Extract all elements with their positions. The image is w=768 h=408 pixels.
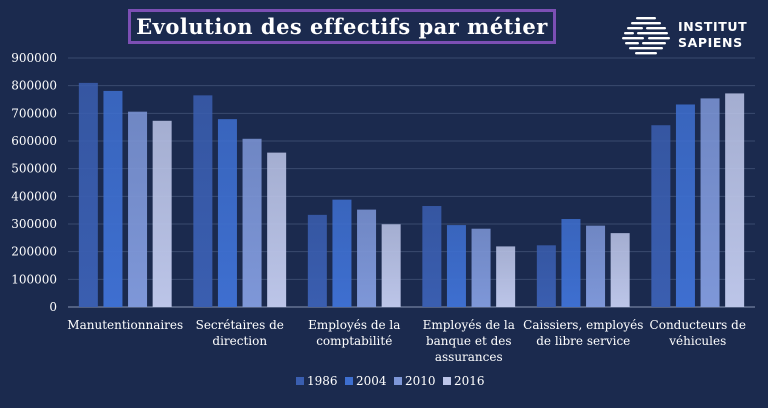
category-label: Employés de la [423,318,515,332]
bar-1986 [651,125,671,307]
bar-1986 [307,214,327,307]
category-label: Manutentionnaires [67,318,183,332]
logo-text-line2: SAPIENS [678,35,743,50]
bar-2016 [610,233,630,307]
category-label: assurances [435,350,503,364]
bar-2010 [586,225,606,307]
legend-label: 2004 [356,374,387,388]
bar-1986 [78,82,98,308]
y-tick-label: 200000 [11,245,57,259]
bar-2004 [675,104,695,307]
y-tick-label: 400000 [11,189,57,203]
legend-label: 2010 [405,374,436,388]
bar-2004 [332,199,352,307]
bar-1986 [536,245,556,307]
category-label: banque et des [426,334,512,348]
bar-2010 [471,228,491,307]
legend-swatch-2010 [394,377,402,385]
bar-1986 [422,206,442,307]
bar-2004 [561,219,581,307]
legend-swatch-1986 [296,377,304,385]
bar-2004 [103,90,123,307]
category-label: véhicules [668,334,726,348]
bar-2010 [357,209,377,307]
category-label: comptabilité [316,334,392,348]
bar-1986 [193,95,213,307]
category-label: Conducteurs de [650,318,746,332]
chart-title-box: Evolution des effectifs par métier [128,9,556,44]
bar-2004 [446,225,466,307]
bar-2010 [128,111,148,307]
legend-swatch-2004 [345,377,353,385]
category-label: Employés de la [308,318,400,332]
y-tick-label: 300000 [11,217,57,231]
y-tick-label: 100000 [11,272,57,286]
legend-swatch-2016 [443,377,451,385]
bar-2016 [496,246,516,307]
bar-2016 [267,152,287,307]
y-tick-label: 0 [49,300,57,314]
legend-label: 2016 [454,374,485,388]
bar-2010 [700,98,720,307]
category-label: Caissiers, employés [523,318,643,332]
category-label: Secrétaires de [196,318,284,332]
bar-2016 [725,93,745,307]
category-label: direction [212,334,267,348]
bar-2004 [217,119,237,307]
y-tick-label: 800000 [11,79,57,93]
y-tick-label: 600000 [11,134,57,148]
y-tick-label: 700000 [11,106,57,120]
bar-2010 [242,138,262,307]
institut-sapiens-logo: INSTITUT SAPIENS [622,15,752,57]
y-tick-label: 900000 [11,51,57,65]
chart-title: Evolution des effectifs par métier [136,14,548,39]
bar-2016 [152,120,172,307]
bar-2016 [381,224,401,307]
legend-label: 1986 [307,374,338,388]
logo-text-line1: INSTITUT [678,19,748,34]
category-label: de libre service [536,334,630,348]
y-tick-label: 500000 [11,162,57,176]
logo-mark-icon [622,17,670,55]
